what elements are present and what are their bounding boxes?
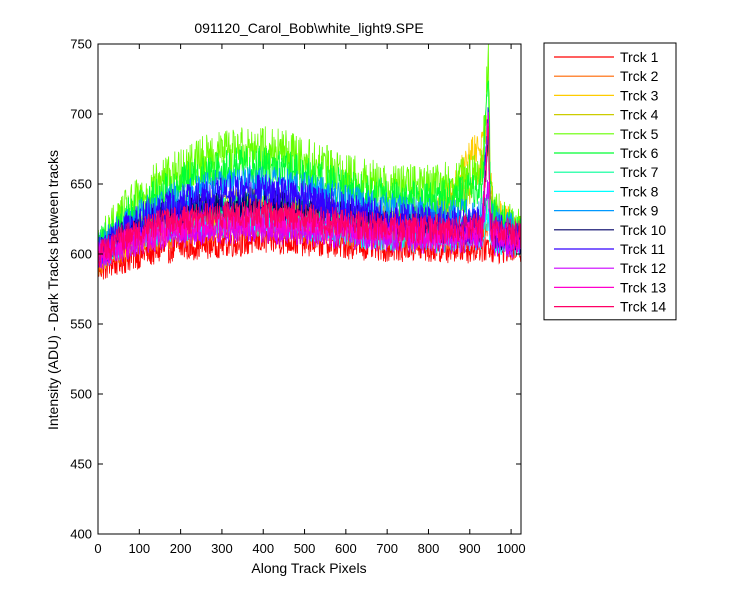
chart-title: 091120_Carol_Bob\white_light9.SPE: [194, 20, 423, 36]
y-tick-label: 700: [70, 107, 92, 122]
legend-label: Trck 5: [620, 126, 659, 142]
legend-label: Trck 1: [620, 49, 659, 65]
series-line-5: [98, 44, 521, 259]
legend-label: Trck 8: [620, 183, 659, 199]
series-line-14: [98, 126, 521, 268]
x-tick-label: 0: [94, 541, 101, 556]
x-tick-label: 500: [294, 541, 316, 556]
y-tick-label: 500: [70, 387, 92, 402]
y-tick-label: 650: [70, 177, 92, 192]
legend-label: Trck 6: [620, 145, 659, 161]
y-tick-label: 600: [70, 247, 92, 262]
legend-label: Trck 3: [620, 87, 659, 103]
legend-label: Trck 2: [620, 68, 659, 84]
y-tick-label: 550: [70, 317, 92, 332]
x-tick-label: 100: [128, 541, 150, 556]
legend-box: [543, 42, 677, 321]
x-tick-label: 200: [170, 541, 192, 556]
axis-ticks: 0 100 200 300 400 500 600 700 800 900 1000 400 450 50…: [70, 37, 525, 557]
x-tick-label: 700: [376, 541, 398, 556]
legend-label: Trck 11: [620, 241, 665, 257]
series-layer: [98, 44, 521, 280]
series-line-12: [98, 179, 521, 270]
plot-area-frame: [97, 43, 522, 535]
x-tick-label: 400: [252, 541, 274, 556]
y-tick-label: 750: [70, 37, 92, 52]
legend: Trck 1 Trck 2 Trck 3 Trck 4 Trck 5 Trck 6 Trck…: [543, 42, 677, 321]
y-axis-label: Intensity (ADU) - Dark Tracks between tr…: [45, 150, 61, 430]
x-tick-label: 600: [335, 541, 357, 556]
y-tick-label: 400: [70, 527, 92, 542]
legend-label: Trck 12: [620, 260, 666, 276]
x-tick-label: 1000: [497, 541, 526, 556]
x-axis-label: Along Track Pixels: [251, 560, 366, 576]
legend-label: Trck 4: [620, 107, 659, 123]
legend-label: Trck 7: [620, 164, 659, 180]
x-tick-label: 300: [211, 541, 233, 556]
legend-label: Trck 13: [620, 279, 666, 295]
y-tick-label: 450: [70, 457, 92, 472]
legend-label: Trck 10: [620, 222, 666, 238]
x-tick-label: 900: [459, 541, 481, 556]
legend-label: Trck 9: [620, 203, 659, 219]
legend-label: Trck 14: [620, 299, 666, 315]
series-line-11: [98, 107, 521, 267]
x-tick-label: 800: [418, 541, 440, 556]
